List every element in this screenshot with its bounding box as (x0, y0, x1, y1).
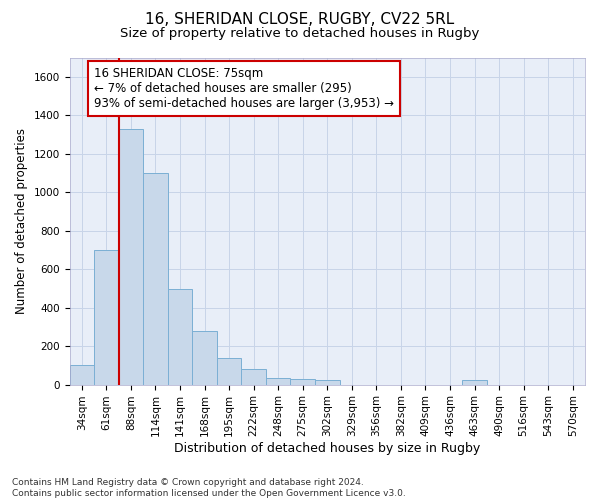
Text: 16 SHERIDAN CLOSE: 75sqm
← 7% of detached houses are smaller (295)
93% of semi-d: 16 SHERIDAN CLOSE: 75sqm ← 7% of detache… (94, 67, 394, 110)
Text: Contains HM Land Registry data © Crown copyright and database right 2024.
Contai: Contains HM Land Registry data © Crown c… (12, 478, 406, 498)
Text: 16, SHERIDAN CLOSE, RUGBY, CV22 5RL: 16, SHERIDAN CLOSE, RUGBY, CV22 5RL (145, 12, 455, 28)
Bar (168, 290, 192, 384)
Bar (290, 379, 315, 384)
Bar (143, 173, 168, 384)
Bar (94, 250, 119, 384)
Y-axis label: Number of detached properties: Number of detached properties (15, 128, 28, 314)
Bar (217, 358, 241, 384)
Bar (462, 380, 487, 384)
X-axis label: Distribution of detached houses by size in Rugby: Distribution of detached houses by size … (174, 442, 481, 455)
Bar (119, 128, 143, 384)
Bar (241, 369, 266, 384)
Bar (70, 366, 94, 384)
Text: Size of property relative to detached houses in Rugby: Size of property relative to detached ho… (121, 28, 479, 40)
Bar (192, 330, 217, 384)
Bar (266, 378, 290, 384)
Bar (315, 380, 340, 384)
